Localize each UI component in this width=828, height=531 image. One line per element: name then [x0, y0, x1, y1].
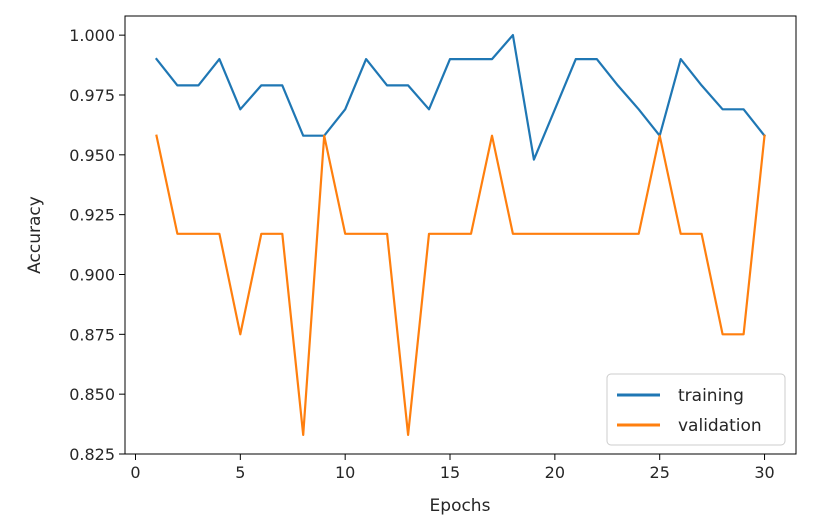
series-line-validation	[155, 134, 766, 436]
series-line-training	[154, 33, 767, 161]
y-tick-label: 0.900	[69, 265, 115, 284]
legend: training validation	[606, 373, 786, 446]
y-tick-label: 1.000	[69, 26, 115, 45]
x-axis-ticks: 0 5 10 15 20 25 30	[130, 454, 775, 482]
y-tick-label: 0.875	[69, 325, 115, 344]
x-tick-label: 15	[440, 463, 460, 482]
x-tick-label: 25	[650, 463, 670, 482]
x-tick-label: 0	[130, 463, 140, 482]
x-tick-label: 5	[235, 463, 245, 482]
legend-box	[606, 373, 786, 446]
y-tick-label: 0.950	[69, 146, 115, 165]
y-tick-label: 0.925	[69, 206, 115, 225]
y-tick-label: 0.850	[69, 385, 115, 404]
y-tick-label: 0.975	[69, 86, 115, 105]
x-tick-label: 10	[335, 463, 355, 482]
x-tick-label: 20	[545, 463, 565, 482]
y-axis-ticks: 0.825 0.850 0.875 0.900 0.925 0.950 0.975 1.000	[69, 26, 125, 464]
legend-label-training: training	[678, 386, 744, 406]
legend-label-validation: validation	[678, 416, 762, 436]
x-tick-label: 30	[754, 463, 774, 482]
x-axis-label: Epochs	[430, 496, 491, 516]
y-axis-label: Accuracy	[25, 196, 45, 274]
y-tick-label: 0.825	[69, 445, 115, 464]
series-lines	[154, 33, 767, 436]
